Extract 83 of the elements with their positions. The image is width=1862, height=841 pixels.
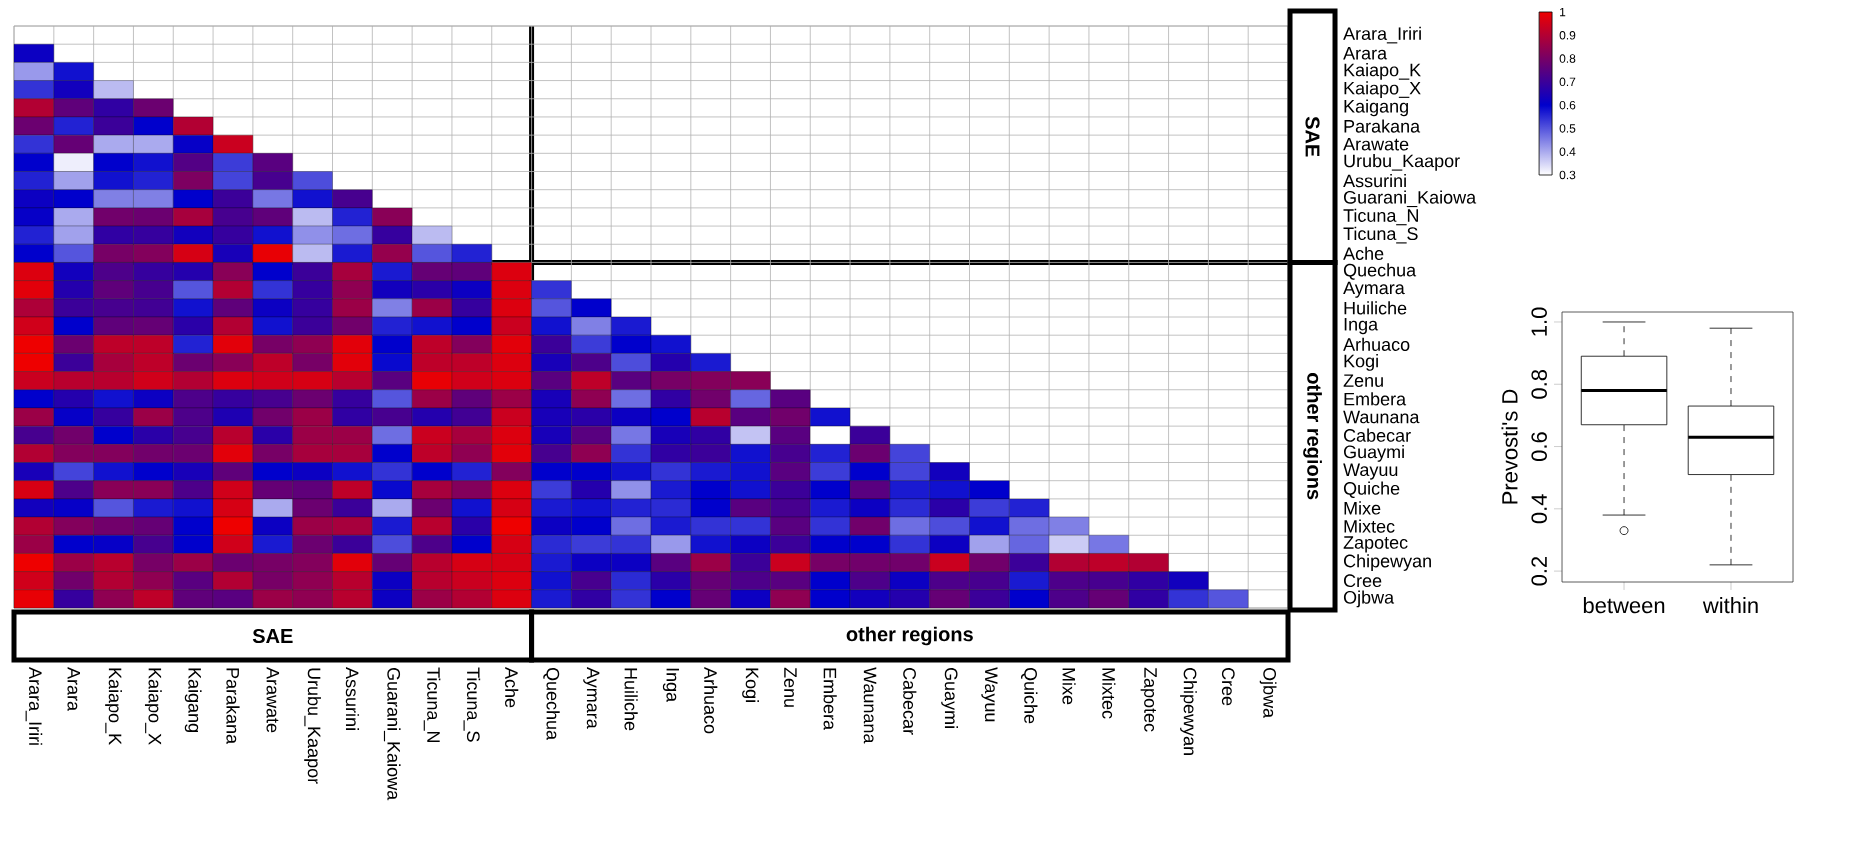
y-tick-label: Kogi	[1344, 354, 1378, 371]
color-bar-label: 1	[1560, 7, 1566, 17]
x-tick-label: Guaymi	[941, 667, 958, 728]
y-tick-label: 0.6	[1531, 432, 1547, 461]
y-tick-label: Cabecar	[1343, 428, 1411, 442]
y-tick-label: 0.8	[1531, 369, 1547, 399]
x-tick-label: Zapotec	[1140, 667, 1157, 732]
x-tick-label: Quiche	[1021, 667, 1038, 724]
y-tick-label: Mixtec	[1344, 519, 1395, 533]
x-tick-label: Parakana	[226, 668, 240, 745]
x-tick-label: Kaiapo_K	[105, 668, 122, 745]
y-tick-label: Embera	[1344, 392, 1407, 406]
x-tick-label: Arara_Iriri	[25, 667, 43, 745]
x-tick-label: Cabecar	[903, 667, 917, 735]
x-tick-label: Ticuna_S	[463, 667, 481, 742]
y-tick-label: Arara_Iriri	[1343, 26, 1421, 44]
x-tick-label: Mixtec	[1102, 668, 1116, 719]
y-tick-label: Ache	[1343, 246, 1384, 260]
color-bar-label: 0.7	[1559, 77, 1576, 87]
x-tick-label: Aymara	[583, 667, 600, 729]
y-tick-label: 1.0	[1531, 307, 1547, 336]
x-tick-label: Kaiapo_X	[144, 668, 162, 745]
y-tick-label: Wayuu	[1343, 463, 1398, 480]
y-tick-label: Arawate	[1343, 137, 1409, 151]
color-bar-label: 0.5	[1559, 124, 1576, 133]
x-tick-label: Assurini	[345, 667, 360, 730]
x-tick-label: Ache	[505, 667, 519, 708]
x-tick-label: Arawate	[266, 667, 280, 733]
text: other regions	[846, 626, 973, 646]
y-tick-label: Quechua	[1343, 263, 1417, 280]
y-tick-label: 0.4	[1531, 494, 1547, 524]
x-tick-label: Arhuaco	[704, 667, 718, 734]
x-tick-label: Guarani_Kaiowa	[383, 667, 401, 801]
y-tick-label: Chipewyan	[1343, 554, 1431, 571]
y-tick-label: Cree	[1343, 574, 1382, 588]
y-tick-label: Quiche	[1343, 481, 1400, 498]
x-tick-label: between	[1583, 597, 1665, 614]
color-bar-label: 0.6	[1559, 100, 1576, 110]
y-tick-label: Kaiapo_X	[1344, 81, 1421, 99]
x-tick-label: Zenu	[784, 667, 797, 707]
y-tick-label: Kaigang	[1344, 99, 1408, 117]
y-tick-label: Kaiapo_K	[1344, 63, 1421, 80]
y-tick-label: Arhuaco	[1343, 337, 1410, 351]
y-tick-label: Urubu_Kaapor	[1344, 154, 1460, 171]
x-tick-label: Urubu_Kaapor	[304, 668, 321, 784]
y-tick-label: Zenu	[1343, 374, 1383, 387]
x-tick-label: Huiliche	[624, 668, 638, 731]
color-bar-label: 0.8	[1559, 54, 1576, 63]
color-bar-label: 0.9	[1559, 31, 1576, 40]
y-tick-label: Assurini	[1343, 173, 1406, 188]
y-tick-label: Ticuna_S	[1343, 226, 1418, 244]
y-tick-label: Guarani_Kaiowa	[1343, 190, 1477, 208]
x-tick-label: Mixe	[1062, 668, 1076, 705]
y-tick-label: Aymara	[1343, 281, 1405, 298]
x-tick-label: Quechua	[543, 667, 560, 741]
y-tick-label: Ticuna_N	[1343, 208, 1418, 226]
y-tick-label: Waunana	[1343, 410, 1420, 424]
y-tick-label: Inga	[1344, 318, 1379, 335]
x-tick-label: Ticuna_N	[423, 667, 441, 742]
x-tick-label: Arara	[67, 667, 81, 712]
y-tick-label: Huiliche	[1344, 301, 1407, 315]
color-bar-label: 0.3	[1559, 170, 1576, 180]
x-tick-label: Inga	[662, 668, 679, 703]
x-tick-label: Waunana	[863, 667, 877, 744]
x-tick-label: Kogi	[742, 668, 759, 702]
y-tick-label: Zapotec	[1343, 536, 1408, 553]
x-tick-label: Kaigang	[184, 668, 202, 732]
y-tick-label: Parakana	[1344, 119, 1421, 133]
text: other regions	[1303, 373, 1322, 500]
x-tick-label: Chipewyan	[1180, 667, 1197, 755]
x-tick-label: within	[1702, 597, 1758, 614]
y-tick-label: Arara	[1343, 47, 1388, 60]
x-tick-label: Ojbwa	[1259, 667, 1277, 719]
text: SAE	[252, 628, 293, 644]
color-bar-label: 0.4	[1559, 147, 1576, 156]
text: SAE	[1305, 116, 1320, 157]
x-tick-label: Embera	[823, 668, 837, 731]
y-tick-label: 0.2	[1531, 556, 1547, 586]
x-tick-label: Cree	[1221, 667, 1235, 706]
y-axis-title: Prevosti's D	[1501, 389, 1518, 504]
y-tick-label: Guaymi	[1343, 445, 1404, 462]
y-tick-label: Mixe	[1344, 501, 1381, 515]
x-tick-label: Wayuu	[981, 667, 998, 722]
